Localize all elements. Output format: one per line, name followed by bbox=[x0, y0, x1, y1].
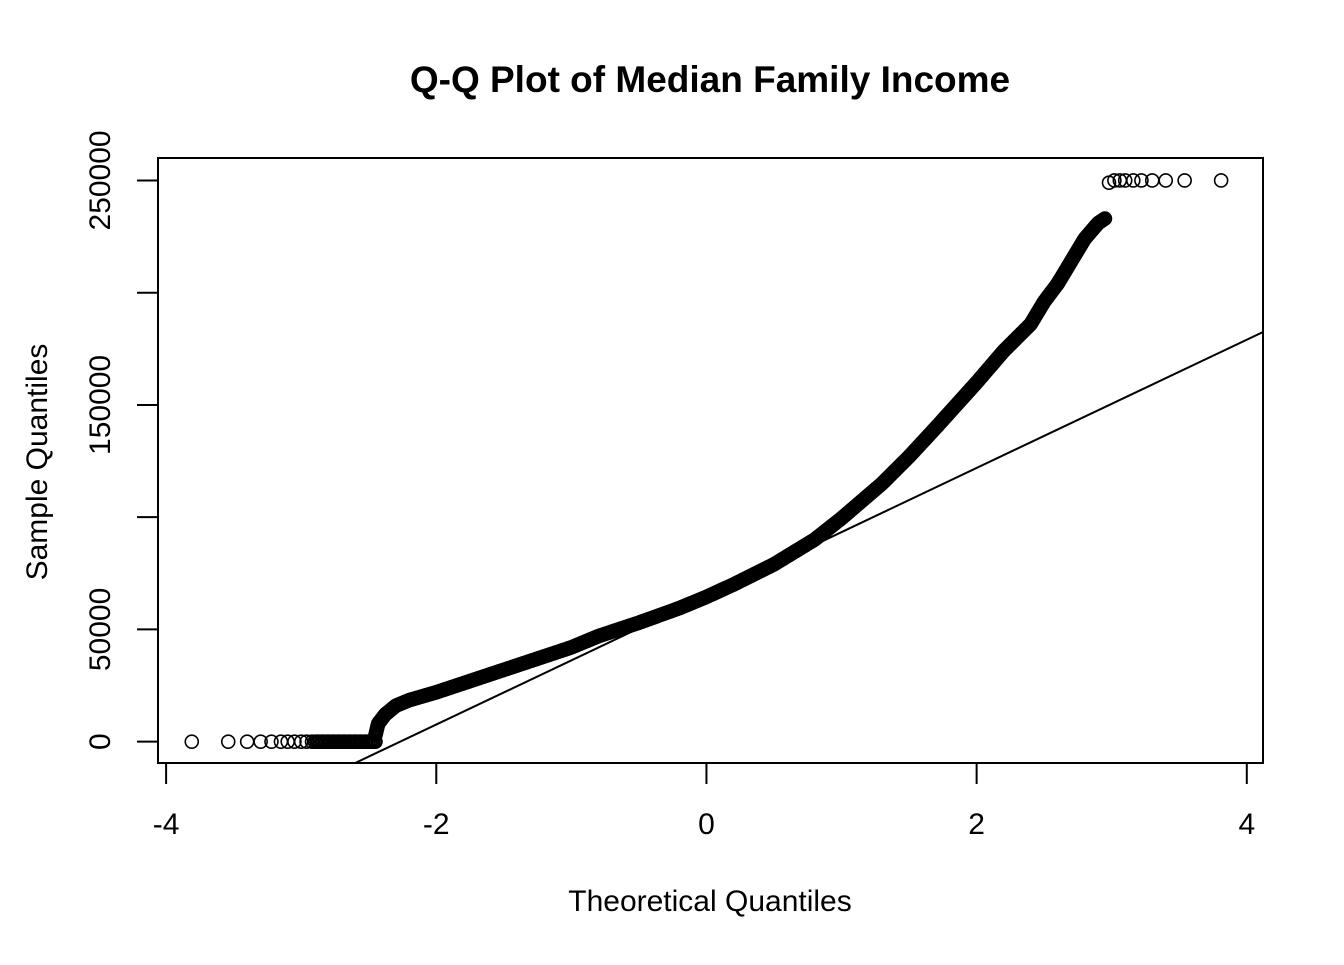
y-tick-label: 250000 bbox=[84, 130, 117, 230]
y-tick-label: 0 bbox=[84, 733, 117, 750]
data-point bbox=[1097, 211, 1113, 226]
data-point bbox=[253, 734, 268, 749]
data-point bbox=[1177, 173, 1192, 188]
data-point bbox=[239, 734, 255, 749]
chart-title: Q-Q Plot of Median Family Income bbox=[410, 59, 1010, 100]
data-point bbox=[1126, 173, 1141, 188]
y-tick-label: 150000 bbox=[84, 355, 117, 455]
data-point bbox=[184, 734, 200, 749]
data-point bbox=[1107, 173, 1122, 188]
x-axis: -4 -2 0 2 4 bbox=[153, 762, 1255, 841]
data-point bbox=[1213, 173, 1229, 188]
points-layer bbox=[184, 173, 1229, 749]
x-tick-label: -2 bbox=[423, 808, 450, 841]
x-axis-label: Theoretical Quantiles bbox=[568, 885, 851, 918]
y-tick-label: 50000 bbox=[84, 588, 117, 671]
data-point bbox=[220, 734, 236, 749]
data-point bbox=[1158, 173, 1174, 188]
x-tick-label: 4 bbox=[1238, 808, 1255, 841]
plot-frame bbox=[157, 157, 1264, 764]
x-tick-label: -4 bbox=[153, 808, 180, 841]
data-point bbox=[264, 734, 279, 749]
y-axis-label: Sample Quantiles bbox=[21, 344, 54, 581]
x-tick-label: 2 bbox=[968, 808, 985, 841]
x-tick-label: 0 bbox=[698, 808, 715, 841]
data-point bbox=[1134, 173, 1149, 188]
y-axis: 0 50000 150000 250000 bbox=[84, 130, 159, 750]
data-point bbox=[287, 734, 302, 749]
data-point bbox=[1117, 173, 1133, 188]
